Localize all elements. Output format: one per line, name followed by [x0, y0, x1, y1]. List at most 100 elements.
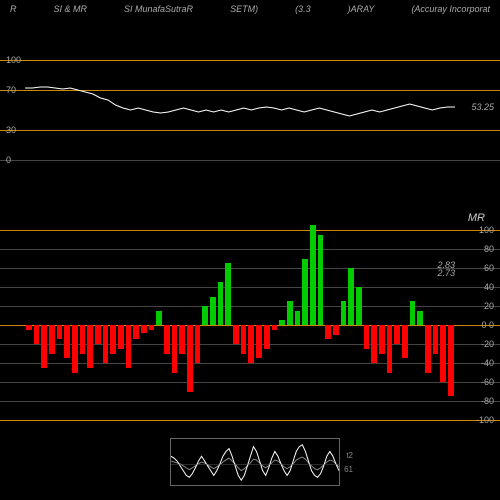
bar-rect — [103, 325, 109, 363]
bar-rect — [387, 325, 393, 373]
bar — [95, 230, 101, 420]
mr-bar-chart: MR100806040200 0-20-40-60-80-1002.832.73 — [0, 230, 500, 420]
bar — [110, 230, 116, 420]
bar-rect — [440, 325, 446, 382]
bar — [433, 230, 439, 420]
bar — [210, 230, 216, 420]
axis-label: -100 — [476, 415, 494, 425]
bar — [34, 230, 40, 420]
bar-rect — [225, 263, 231, 325]
bar-rect — [410, 301, 416, 325]
mini-svg — [171, 439, 339, 485]
bar-rect — [379, 325, 385, 354]
bar — [179, 230, 185, 420]
bar — [133, 230, 139, 420]
mini-label: t2 — [346, 451, 353, 460]
gridline — [0, 420, 500, 421]
bar — [310, 230, 316, 420]
bar-rect — [341, 301, 347, 325]
hdr-3: SETM) — [230, 4, 258, 14]
hdr-6: (Accuray Incorporat — [411, 4, 490, 14]
bar — [440, 230, 446, 420]
bar-rect — [95, 325, 101, 344]
axis-label: 0 0 — [481, 320, 494, 330]
bar-rect — [118, 325, 124, 349]
bar-container — [25, 230, 455, 420]
bar — [417, 230, 423, 420]
bar — [57, 230, 63, 420]
bar-rect — [34, 325, 40, 344]
bar-rect — [26, 325, 32, 330]
bar — [172, 230, 178, 420]
bar — [248, 230, 254, 420]
bar-rect — [156, 311, 162, 325]
axis-label: 40 — [484, 282, 494, 292]
bar-rect — [287, 301, 293, 325]
rsi-line — [0, 60, 500, 160]
bar — [225, 230, 231, 420]
bar-rect — [64, 325, 70, 358]
bar-rect — [394, 325, 400, 344]
axis-label: -40 — [481, 358, 494, 368]
bar-rect — [110, 325, 116, 354]
bar-rect — [87, 325, 93, 368]
bar-rect — [295, 311, 301, 325]
bar — [295, 230, 301, 420]
bar-rect — [179, 325, 185, 354]
bar — [195, 230, 201, 420]
bar — [387, 230, 393, 420]
bar — [103, 230, 109, 420]
bar-rect — [202, 306, 208, 325]
bar-rect — [302, 259, 308, 326]
bar — [241, 230, 247, 420]
bar — [272, 230, 278, 420]
bar — [348, 230, 354, 420]
bar — [264, 230, 270, 420]
bar — [333, 230, 339, 420]
bar-rect — [310, 225, 316, 325]
mini-oscillator-chart: t261 — [170, 438, 340, 486]
bar — [302, 230, 308, 420]
header: R SI & MR SI MunafaSutraR SETM) (3.3 )AR… — [0, 0, 500, 18]
bar-rect — [149, 325, 155, 330]
bar — [64, 230, 70, 420]
axis-label: -20 — [481, 339, 494, 349]
bar-rect — [141, 325, 147, 333]
bar — [448, 230, 454, 420]
bar-rect — [126, 325, 132, 368]
bar — [371, 230, 377, 420]
bar — [80, 230, 86, 420]
bar-rect — [272, 325, 278, 330]
bar-rect — [248, 325, 254, 363]
bar — [410, 230, 416, 420]
bar-rect — [210, 297, 216, 326]
hdr-4: (3.3 — [295, 4, 311, 14]
axis-label: 100 — [479, 225, 494, 235]
bar — [218, 230, 224, 420]
bar-rect — [49, 325, 55, 354]
bar-rect — [448, 325, 454, 396]
current-value: 53.25 — [471, 102, 494, 112]
bar-rect — [164, 325, 170, 354]
bar-rect — [57, 325, 63, 339]
bar — [233, 230, 239, 420]
bar — [164, 230, 170, 420]
bar-rect — [233, 325, 239, 344]
bar — [318, 230, 324, 420]
bar — [287, 230, 293, 420]
bar — [118, 230, 124, 420]
bar — [187, 230, 193, 420]
mr-label: MR — [468, 212, 485, 224]
bar — [72, 230, 78, 420]
bar — [141, 230, 147, 420]
axis-label: 60 — [484, 263, 494, 273]
bar — [356, 230, 362, 420]
bar-rect — [325, 325, 331, 339]
mini-label: 61 — [344, 465, 353, 474]
axis-label: -60 — [481, 377, 494, 387]
bar-rect — [241, 325, 247, 354]
bar-rect — [371, 325, 377, 363]
bar-rect — [195, 325, 201, 363]
bar — [402, 230, 408, 420]
hdr-2: SI MunafaSutraR — [124, 4, 193, 14]
